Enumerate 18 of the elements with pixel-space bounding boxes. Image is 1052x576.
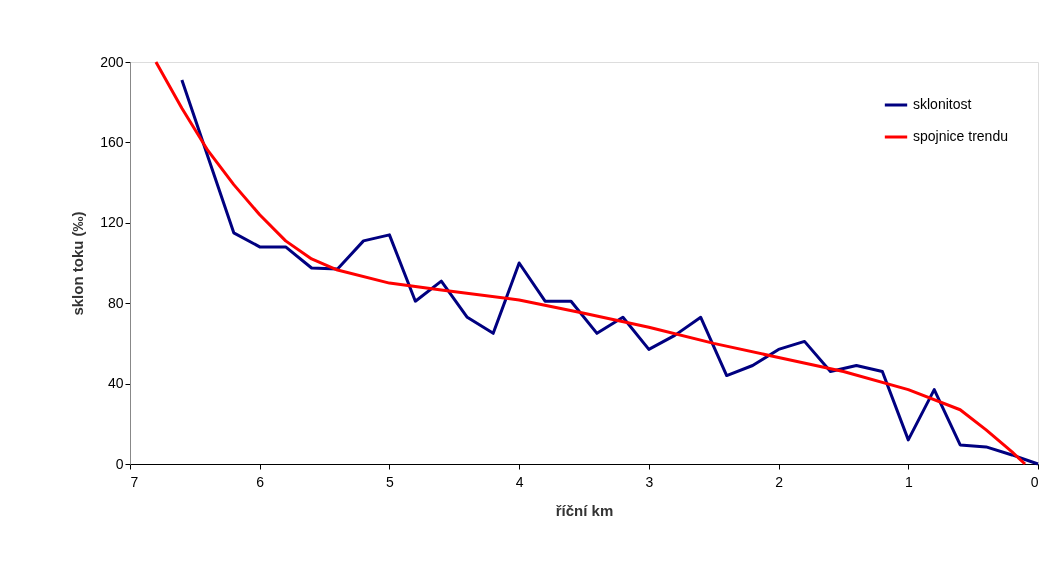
legend-label: spojnice trendu — [913, 128, 1008, 144]
x-axis-title: říční km — [555, 501, 614, 519]
x-tick-label: 7 — [130, 473, 139, 490]
y-axis-title: sklon toku (‰) — [69, 211, 87, 316]
x-tick-label: 2 — [775, 473, 784, 490]
y-tick-label: 120 — [100, 214, 124, 231]
x-tick-label: 6 — [256, 473, 265, 490]
x-tick-label: 4 — [515, 473, 524, 490]
x-tick-label: 5 — [386, 473, 395, 490]
legend-label: sklonitost — [913, 96, 972, 112]
y-tick-label: 160 — [100, 133, 124, 150]
x-tick-label: 0 — [1030, 473, 1039, 490]
y-tick-label: 40 — [107, 375, 124, 392]
x-tick-label: 1 — [904, 473, 913, 490]
x-tick-label: 3 — [645, 473, 654, 490]
y-tick-label: 200 — [100, 53, 124, 70]
y-tick-label: 80 — [107, 294, 124, 311]
y-tick-label: 0 — [115, 455, 124, 472]
